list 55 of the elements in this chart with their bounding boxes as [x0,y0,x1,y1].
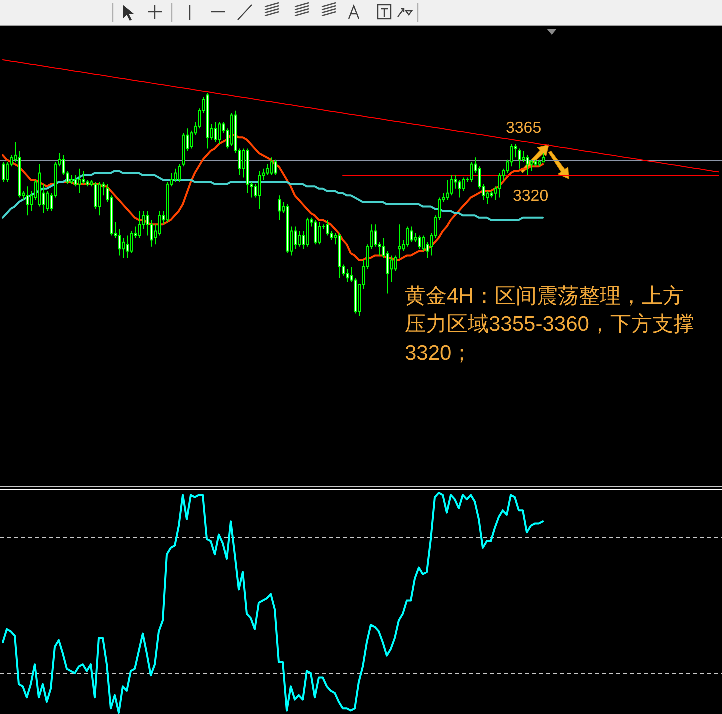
candlestick [530,159,533,172]
candlestick [2,162,5,183]
candlestick [406,226,409,248]
candlestick [498,172,501,198]
candlestick [346,268,349,284]
candlestick [266,164,269,176]
candlestick [258,170,261,210]
annotation: 3365 [506,120,542,136]
candlestick [158,210,161,236]
candlestick [458,179,461,198]
candlestick [518,148,521,170]
candlestick [526,154,529,176]
candlestick [178,164,181,183]
candlestick [394,255,397,272]
candlestick [314,220,317,246]
candlestick [26,186,29,216]
candlestick [326,220,329,236]
candlestick [174,168,177,183]
candlestick [510,144,513,168]
candlestick [138,210,141,238]
candlestick [218,121,221,145]
candlestick [94,182,97,210]
candlestick [422,235,425,252]
candlestick [418,235,421,250]
candlestick [390,255,393,284]
annotation: 3320 [513,188,549,204]
candlestick [410,226,413,243]
candlestick [98,182,101,216]
candlestick [214,121,217,143]
candlestick [514,144,517,158]
candlestick [74,175,77,188]
candlestick [374,224,377,248]
candlestick [270,157,273,176]
candlestick [146,210,149,236]
candlestick [118,228,121,256]
candlestick [278,195,281,221]
candlestick [190,130,193,150]
candlestick [46,190,49,212]
candlestick [78,168,81,194]
candlestick [522,150,525,163]
candlestick [462,177,465,192]
candlestick [470,162,473,183]
candlestick [82,170,85,185]
candlestick [122,237,125,259]
candlestick [318,222,321,246]
candlestick [298,230,301,248]
annotation: 黄金4H：区间震荡整理，上方压力区域3355-3360，下方支撑3320； [405,284,696,366]
candlestick [274,159,277,176]
candlestick [446,179,449,201]
candlestick [450,175,453,196]
candlestick [386,250,389,294]
candlestick [398,224,401,259]
candlestick [126,235,129,259]
candlestick [130,230,133,254]
candlestick [294,226,297,250]
